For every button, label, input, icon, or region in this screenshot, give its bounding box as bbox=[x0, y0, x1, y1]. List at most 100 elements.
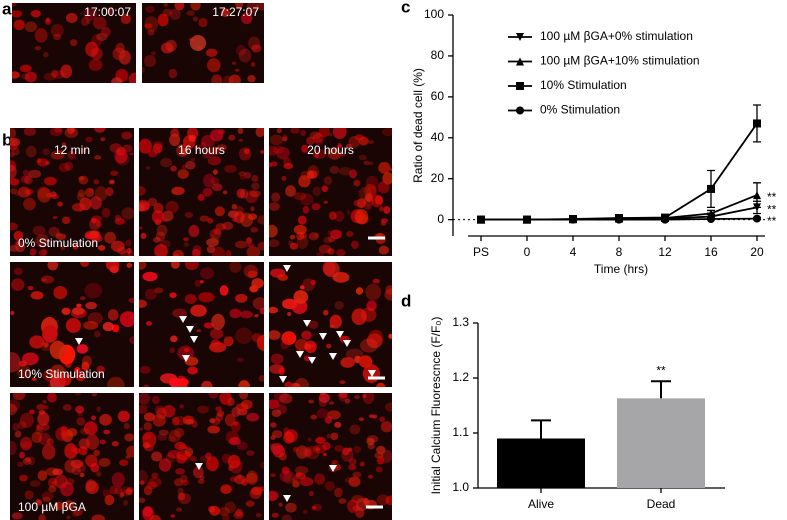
cell-blob bbox=[65, 12, 78, 24]
cell-blob bbox=[202, 188, 213, 197]
cell-blob bbox=[179, 474, 188, 483]
cell-blob bbox=[223, 336, 234, 347]
cell-blob bbox=[201, 380, 213, 387]
cell-blob bbox=[358, 355, 373, 368]
cell-blob bbox=[378, 245, 389, 255]
cell-blob bbox=[334, 487, 343, 498]
cell-blob bbox=[329, 165, 340, 174]
cell-blob bbox=[224, 413, 236, 427]
cell-blob bbox=[348, 136, 360, 148]
cell-blob bbox=[13, 267, 23, 276]
cell-blob bbox=[298, 215, 307, 225]
cell-blob bbox=[318, 393, 330, 404]
cell-blob bbox=[206, 456, 219, 472]
cell-blob bbox=[271, 192, 281, 202]
micrograph bbox=[139, 393, 264, 520]
marker bbox=[516, 106, 524, 115]
cell-blob bbox=[57, 150, 62, 153]
cell-blob bbox=[19, 64, 32, 73]
cell-blob bbox=[334, 210, 345, 222]
cell-blob bbox=[380, 218, 389, 223]
cell-blob bbox=[139, 404, 148, 415]
cell-blob bbox=[199, 280, 204, 284]
cell-blob bbox=[151, 451, 163, 462]
cell-blob bbox=[67, 150, 76, 160]
cell-blob bbox=[145, 321, 153, 326]
cell-blob bbox=[279, 470, 292, 483]
cell-blob bbox=[285, 502, 297, 513]
cell-blob bbox=[202, 148, 212, 159]
cell-blob bbox=[172, 249, 184, 256]
cell-blob bbox=[192, 16, 198, 22]
cell-blob bbox=[55, 232, 62, 237]
cell-blob bbox=[161, 210, 174, 222]
cell-blob bbox=[316, 408, 329, 419]
cell-blob bbox=[48, 226, 60, 237]
cell-blob bbox=[96, 406, 101, 412]
cell-blob bbox=[96, 32, 108, 41]
cell-blob bbox=[170, 262, 180, 269]
cell-blob bbox=[314, 138, 324, 146]
cell-blob bbox=[214, 206, 225, 217]
cell-blob bbox=[143, 55, 156, 68]
cell-blob bbox=[301, 330, 312, 340]
cell-blob bbox=[179, 404, 185, 409]
cell-blob bbox=[197, 405, 209, 414]
cell-blob bbox=[93, 449, 101, 457]
cell-blob bbox=[254, 314, 259, 318]
cell-blob bbox=[123, 499, 129, 506]
cell-blob bbox=[121, 207, 134, 220]
cell-blob bbox=[307, 165, 319, 179]
cell-blob bbox=[85, 434, 100, 450]
cell-blob bbox=[281, 175, 287, 181]
cell-blob bbox=[38, 432, 51, 446]
cell-blob bbox=[246, 3, 259, 14]
cell-blob bbox=[60, 425, 68, 433]
cell-blob bbox=[322, 452, 327, 457]
cell-blob bbox=[172, 308, 188, 318]
cell-blob bbox=[269, 202, 280, 211]
error-bar bbox=[531, 419, 551, 439]
cell-blob bbox=[139, 427, 144, 431]
cell-blob bbox=[66, 128, 75, 135]
cell-blob bbox=[125, 455, 131, 459]
cell-blob bbox=[194, 144, 204, 151]
cell-blob bbox=[209, 328, 224, 340]
cell-blob bbox=[247, 243, 255, 248]
cell-blob bbox=[77, 189, 86, 198]
cell-blob bbox=[238, 171, 247, 177]
cell-blob bbox=[140, 232, 147, 240]
cell-blob bbox=[257, 215, 264, 225]
cell-blob bbox=[235, 508, 243, 517]
cell-blob bbox=[299, 285, 305, 290]
cell-blob bbox=[41, 423, 50, 431]
cell-blob bbox=[61, 142, 67, 148]
cell-blob bbox=[278, 367, 285, 375]
cell-blob bbox=[118, 50, 131, 65]
cell-blob bbox=[346, 230, 354, 237]
cell-blob bbox=[347, 499, 359, 514]
cell-blob bbox=[176, 450, 191, 461]
cell-blob bbox=[207, 218, 214, 224]
cell-blob bbox=[177, 377, 189, 387]
cell-blob bbox=[96, 471, 102, 477]
cell-blob bbox=[229, 262, 242, 273]
cell-blob bbox=[22, 457, 32, 465]
cell-blob bbox=[37, 412, 50, 426]
cell-blob bbox=[347, 447, 353, 452]
cell-blob bbox=[367, 474, 374, 479]
cell-blob bbox=[151, 395, 160, 404]
cell-blob bbox=[102, 489, 112, 498]
arrowhead bbox=[368, 370, 376, 377]
cell-blob bbox=[27, 286, 34, 291]
cell-blob bbox=[269, 224, 278, 238]
micrograph bbox=[139, 128, 264, 256]
column-header: 12 min bbox=[54, 143, 90, 157]
cell-blob bbox=[222, 75, 234, 83]
cell-blob bbox=[35, 424, 41, 429]
cell-blob bbox=[209, 228, 222, 240]
cell-blob bbox=[47, 477, 58, 488]
significance: ** bbox=[767, 190, 777, 204]
cell-blob bbox=[376, 494, 390, 506]
cell-blob bbox=[269, 239, 280, 248]
